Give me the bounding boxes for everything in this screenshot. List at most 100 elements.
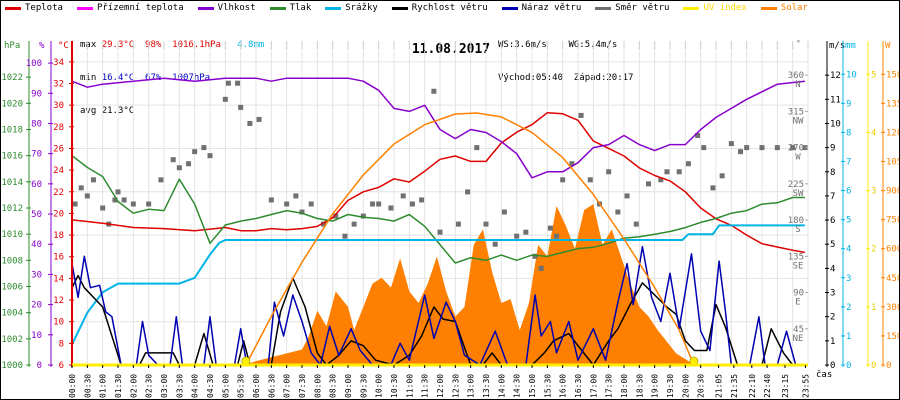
axis-tick-label: 1000 <box>1 361 23 371</box>
axis-tick-label: 30 <box>31 270 42 280</box>
legend-label: Teplota <box>25 3 63 13</box>
wind-direction-point <box>646 181 652 187</box>
axis-tick-label: 10 <box>31 331 42 341</box>
legend-item[interactable]: Srážky <box>325 2 378 14</box>
wind-direction-point <box>455 221 461 227</box>
axis-tick-label: 0 <box>846 361 851 371</box>
wind-direction-point <box>370 201 376 207</box>
wind-direction-point <box>247 120 253 126</box>
axis-tick-label: 9 <box>830 144 835 154</box>
legend-swatch <box>683 6 700 10</box>
max-humidity: 98% <box>145 40 162 50</box>
wind-direction-point <box>235 80 241 86</box>
axis-tick-label: 1018 <box>1 126 23 136</box>
axis-tick-label: 12 <box>830 71 841 81</box>
x-tick-label: 10:30 <box>390 374 399 398</box>
axis-tick-label: 5 <box>830 240 835 250</box>
x-tick-label: 03:00 <box>160 374 169 398</box>
legend-item[interactable]: Tlak <box>269 2 312 14</box>
direction-tick-label: 270 <box>788 144 804 154</box>
x-tick-label: 19:30 <box>666 374 675 398</box>
legend-item[interactable]: UV index <box>683 2 747 14</box>
direction-tick-label: 360 <box>788 71 804 81</box>
wind-direction-point <box>100 205 106 211</box>
wind-direction-point <box>474 145 480 151</box>
series-line-solar-teoretick- <box>245 112 695 366</box>
humidity-axis-unit: % <box>39 41 45 51</box>
x-tick-label: 03:30 <box>175 374 184 398</box>
axis-tick-label: 600 <box>886 245 899 255</box>
wind-direction-point <box>284 201 290 207</box>
x-tick-label: 23:55 <box>801 374 810 398</box>
wind-direction-point <box>293 193 299 199</box>
legend-label: Tlak <box>289 3 312 13</box>
x-tick-label: 14:00 <box>497 374 506 398</box>
wind-direction-point <box>158 177 164 183</box>
series-line-vlhkost <box>71 77 805 179</box>
legend-item[interactable]: Teplota <box>5 2 63 14</box>
wind-direction-point <box>342 233 348 239</box>
x-tick-label: 15:30 <box>543 374 552 398</box>
direction-compass-label: NE <box>793 334 804 344</box>
axis-tick-label: 1008 <box>1 256 23 266</box>
axis-tick-label: 6 <box>846 187 851 197</box>
wind-direction-point <box>514 233 520 239</box>
wind-direction-point <box>192 149 198 155</box>
wind-direction-point <box>170 157 176 163</box>
axis-tick-label: 9 <box>846 99 851 109</box>
wind-direction-point <box>130 201 136 207</box>
series-line-sr-ky <box>71 224 805 346</box>
wind-direction-point <box>624 193 630 199</box>
wind-direction-point <box>78 185 84 191</box>
legend-swatch <box>325 6 342 10</box>
axis-tick-label: 40 <box>31 240 42 250</box>
axis-tick-label: 10 <box>830 119 841 129</box>
axis-tick-label: 0 <box>871 361 876 371</box>
axis-tick-label: 1014 <box>1 178 23 188</box>
axis-tick-label: 22 <box>53 188 64 198</box>
x-tick-label: 21:05 <box>715 374 724 398</box>
chart-legend: Teplota Přízemní teplota Vlhkost Tlak Srážky… <box>5 2 822 14</box>
legend-item[interactable]: Náraz větru <box>501 2 581 14</box>
axis-tick-label: 10 <box>846 70 857 80</box>
legend-item[interactable]: Rychlost větru <box>391 2 488 14</box>
direction-compass-label: NW <box>793 116 804 126</box>
x-tick-label: 16:00 <box>559 374 568 398</box>
wind-direction-point <box>400 193 406 199</box>
wind-direction-point <box>186 161 192 167</box>
legend-item[interactable]: Přízemní teplota <box>76 2 184 14</box>
axis-tick-label: 11 <box>830 95 841 105</box>
max-pressure: 1016.1hPa <box>172 40 221 50</box>
axis-tick-label: 5 <box>846 216 851 226</box>
x-tick-label: 00:30 <box>83 374 92 398</box>
wind-direction-point <box>695 133 701 139</box>
x-tick-label: 14:30 <box>513 374 522 398</box>
max-label: max <box>80 40 97 50</box>
direction-compass-label: SE <box>793 261 804 271</box>
sunrise-time: Východ:05:40 <box>498 73 564 83</box>
wind-direction-point <box>268 197 274 203</box>
wind-direction-point <box>633 221 639 227</box>
axis-tick-label: 8 <box>59 339 64 349</box>
legend-item[interactable]: Směr větru <box>595 2 669 14</box>
wind-direction-point <box>333 213 339 219</box>
min-pressure: 1007hPa <box>172 73 211 83</box>
x-tick-label: 18:00 <box>620 374 629 398</box>
legend-item[interactable]: Vlhkost <box>197 2 256 14</box>
temperature-axis-unit: °C <box>58 41 69 51</box>
wind-direction-point <box>376 201 382 207</box>
wind-direction-point <box>774 145 780 151</box>
series-line-teplota <box>71 111 806 254</box>
x-tick-label: 02:00 <box>129 374 138 398</box>
wind-direction-point <box>238 104 244 110</box>
wind-direction-point <box>112 197 118 203</box>
solar-axis-unit: W <box>885 41 891 51</box>
x-axis: 00:00 00:30 01:00 01:30 02:00 02:30 03:00 03:30… <box>68 365 832 398</box>
x-tick-label: 15:00 <box>528 374 537 398</box>
wind-axis-unit: m/s <box>829 41 845 51</box>
wind-direction-point <box>360 213 366 219</box>
legend-item[interactable]: Solar <box>760 2 808 14</box>
wind-direction-point <box>560 177 566 183</box>
axis-tick-label: 2 <box>830 313 835 323</box>
